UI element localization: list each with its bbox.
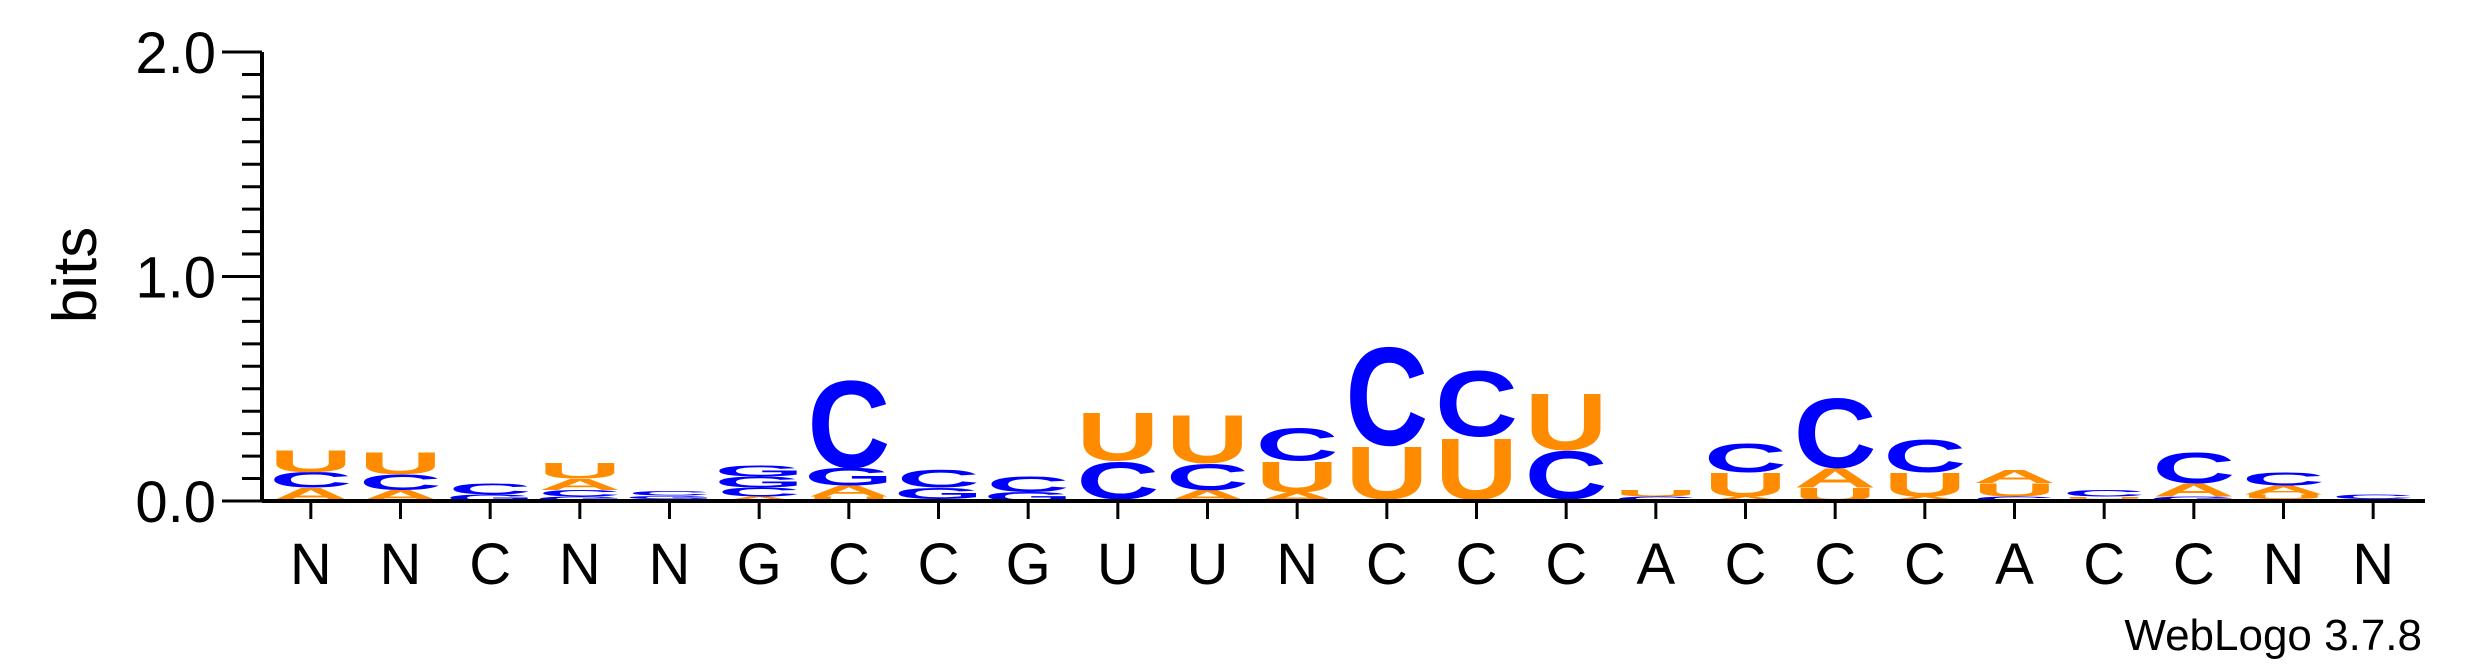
logo-letter-u: U [1076, 400, 1159, 476]
x-tick-label: C [1725, 532, 1767, 597]
logo-letter-g: G [894, 485, 983, 502]
logo-letter-g: G [715, 462, 804, 479]
logo-letter-u: U [2242, 493, 2325, 500]
logo-letter-c: C [1614, 495, 1697, 502]
logo-letter-c: C [628, 490, 711, 497]
x-tick-label: U [1187, 532, 1229, 597]
x-tick-label: C [1456, 532, 1498, 597]
x-tick-label: N [649, 532, 691, 597]
logo-letter-u: U [1525, 377, 1608, 468]
logo-letter-c: C [1794, 377, 1877, 488]
logo-letter-u: U [538, 459, 621, 483]
x-tick-label: C [2083, 532, 2125, 597]
x-tick-label: G [737, 532, 782, 597]
logo-letter-u: U [359, 446, 442, 481]
logo-letter-c: C [807, 356, 890, 495]
logo-letter-g: G [2149, 495, 2238, 502]
x-tick-label: N [1276, 532, 1318, 597]
logo-letter-a: A [807, 483, 890, 500]
logo-letter-g: G [535, 495, 624, 502]
x-tick-label: N [2263, 532, 2305, 597]
logo-letter-g: G [715, 474, 804, 491]
logo-letter-c: C [359, 470, 442, 494]
x-tick-label: U [1097, 532, 1139, 597]
logo-letter-a: A [1794, 462, 1877, 494]
logo-letter-u: U [1256, 453, 1339, 501]
logo-letter-a: A [1973, 466, 2056, 487]
plot-area: ACUACUGCGCAUAGCACGGUAGCAGCGCACUACUAUCAUC… [269, 319, 2414, 518]
logo-letter-c: C [1256, 418, 1339, 470]
logo-letter-u: U [2063, 496, 2146, 499]
logo-letter-a: A [538, 476, 621, 493]
x-tick-label: N [559, 532, 601, 597]
x-tick-label: N [290, 532, 332, 597]
logo-letter-g: G [446, 493, 535, 503]
x-tick-label: C [1904, 532, 1946, 597]
x-tick-label: N [2352, 532, 2394, 597]
x-tick-label: C [828, 532, 870, 597]
logo-letter-c: C [718, 485, 801, 499]
logo-letter-u: U [807, 495, 890, 502]
logo-letter-c: C [2152, 444, 2235, 492]
logo-letter-c: C [2332, 493, 2415, 500]
y-tick-label: 1.0 [135, 246, 216, 311]
y-tick-label: 2.0 [135, 21, 216, 86]
y-axis: 0.0 1.0 2.0 [135, 21, 264, 535]
logo-letter-c: C [538, 488, 621, 498]
logo-letter-u: U [1883, 465, 1966, 504]
logo-letter-c: C [1973, 495, 2056, 502]
logo-letter-a: A [2152, 480, 2235, 501]
footer-credit: WebLogo 3.7.8 [2124, 611, 2422, 660]
x-tick-label: C [469, 532, 511, 597]
logo-letter-c: C [987, 472, 1070, 496]
logo-letter-u: U [1704, 465, 1787, 504]
x-tick-label: N [380, 532, 422, 597]
logo-letter-g: G [804, 463, 893, 491]
logo-letter-c: C [1883, 430, 1966, 482]
x-tick-label: A [1995, 532, 2034, 597]
logo-letter-u: U [1614, 488, 1697, 498]
y-tick-label: 0.0 [135, 470, 216, 535]
logo-letter-u: U [1166, 402, 1249, 478]
logo-letter-a: A [1704, 495, 1787, 502]
x-tick-label: G [1006, 532, 1051, 597]
logo-letter-c: C [1435, 352, 1518, 457]
logo-letter-a: A [718, 495, 801, 502]
logo-letter-g: G [625, 495, 714, 500]
logo-letter-a: A [2242, 483, 2325, 497]
x-tick-label: C [1814, 532, 1856, 597]
logo-letter-c: C [2242, 469, 2325, 490]
logo-letter-a: A [1883, 495, 1966, 502]
x-tick-label: C [918, 532, 960, 597]
logo-letter-c: C [449, 480, 532, 497]
y-axis-label: bits [41, 227, 110, 323]
x-tick-label: C [1545, 532, 1587, 597]
logo-letter-c: C [1704, 435, 1787, 480]
logo-letter-u: U [1973, 480, 2056, 501]
logo-letter-c: C [1345, 319, 1428, 476]
logo-letter-c: C [897, 465, 980, 493]
x-tick-label: C [2173, 532, 2215, 597]
x-tick-label: C [1366, 532, 1408, 597]
x-tick-label: A [1636, 532, 1675, 597]
logo-letter-c: C [2063, 488, 2146, 498]
logo-letter-c: C [1166, 456, 1249, 498]
logo-letter-u: U [269, 444, 352, 479]
logo-letter-c: C [269, 468, 352, 492]
